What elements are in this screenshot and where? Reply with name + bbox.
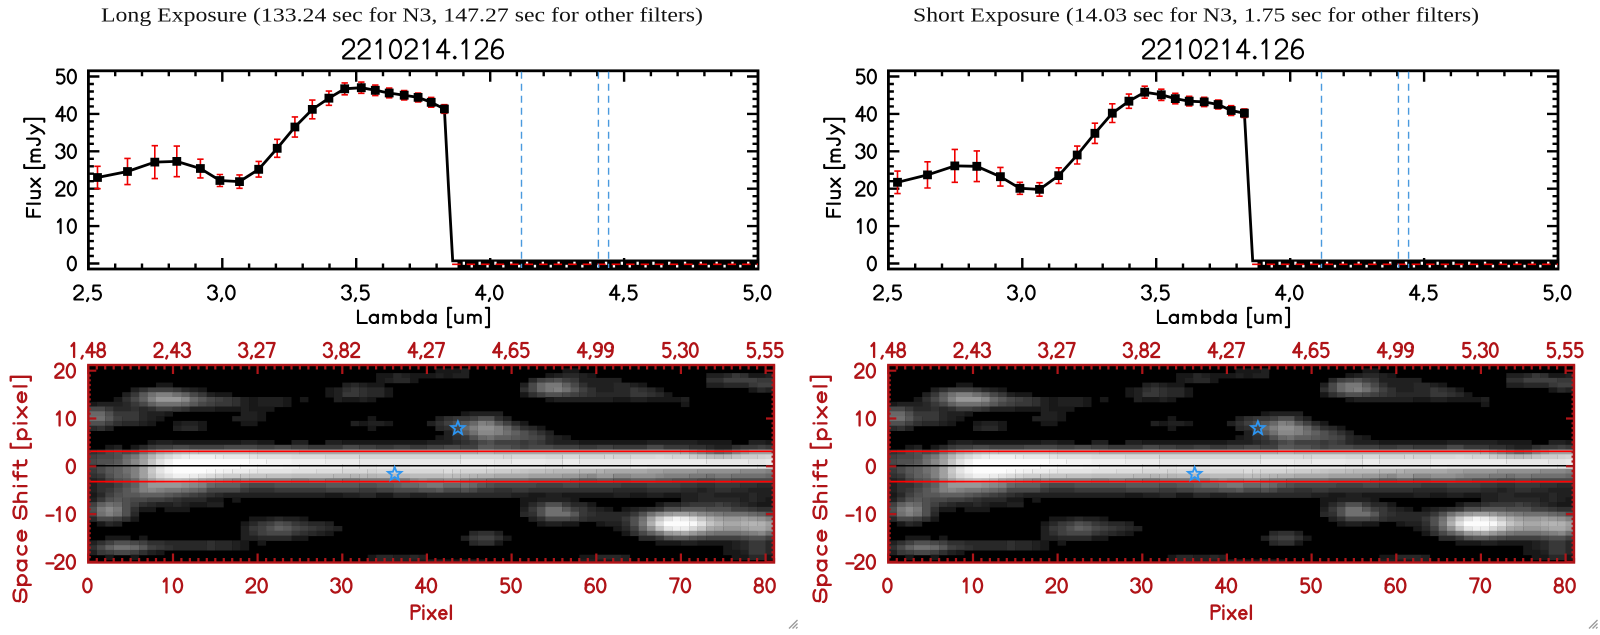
svg-text:Short Exposure (14.03 sec for: Short Exposure (14.03 sec for N3, 1.75 s… — [913, 5, 1479, 27]
svg-text:Long Exposure (133.24 sec for: Long Exposure (133.24 sec for N3, 147.27… — [101, 5, 703, 27]
